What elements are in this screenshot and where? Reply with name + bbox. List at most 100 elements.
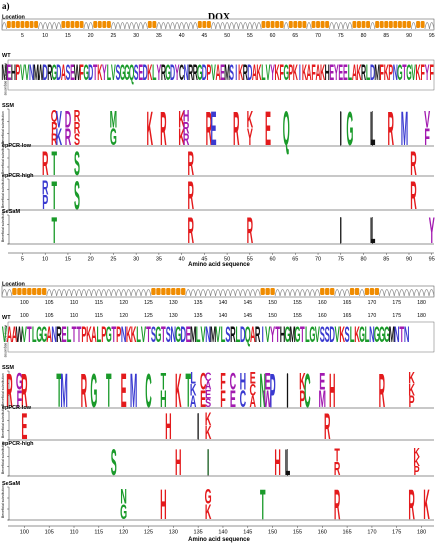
helix-segment [288,21,293,28]
logo-letter: R [206,102,212,156]
wt-residue: H [11,60,16,86]
coil-segment [344,289,350,297]
wt-residue: L [152,60,156,86]
logo-letter: C [200,367,206,395]
coil-segment [423,289,430,297]
logo-letter: K [413,456,420,470]
helix-segment [402,21,407,28]
wt-residue: D [43,60,48,86]
wt-residue: G [41,322,47,347]
wt-residue: D [370,60,375,86]
coil-segment [333,22,339,30]
wt-residue: E [329,60,334,86]
helix-segment [206,21,211,28]
logo-letter: K [408,369,415,388]
wt-residue: A [315,60,320,86]
coil-segment [51,22,57,30]
wt-residue: G [155,322,161,347]
coil-segment [242,22,248,30]
wt-residue: V [141,322,147,347]
helix-segment [152,21,157,28]
track-label-sesam: SeSaM [2,209,20,215]
wt-tick-label: 115 [95,313,103,319]
wt-tick-label: 175 [392,313,401,319]
x-tick-label: 55 [247,257,253,263]
wt-residue: E [220,60,225,86]
logo-letter: V [56,105,62,133]
wt-residue: W [74,60,81,86]
x-tick-label: 135 [194,530,203,536]
coil-segment [418,289,425,297]
logo-letter: V [424,105,430,133]
wt-residue: K [354,322,360,347]
logo-letter: S [111,441,117,484]
location-track [1,18,435,31]
coil-segment [369,22,376,30]
location-tick-label: 115 [95,300,103,306]
logo-letter: N [120,485,126,508]
location-tick-label: 15 [65,33,71,39]
coil-segment [81,289,87,297]
logo-letter: G [120,501,127,524]
helix-segment [325,21,330,28]
wt-residue: A [61,60,66,86]
wt-residue: L [365,322,370,347]
helix-segment [311,21,316,28]
coil-segment [309,289,316,297]
wt-label: WT [2,53,11,59]
x-tick-label: 30 [133,257,139,263]
logo-letter: E [230,384,236,412]
helix-segment [407,21,411,28]
coil-segment [156,22,162,30]
wt-residue: R [56,322,62,347]
wt-residue: S [225,322,230,347]
logo-letter: M [110,105,117,133]
logo-letter: A [190,392,197,411]
track-ylabel-text: Beneficial substitution [1,111,5,144]
wt-tick-label: 105 [45,313,54,319]
logo-letter: T [52,145,58,183]
wt-residue: S [151,322,156,347]
logo-letter: C [250,380,257,399]
helix-segment [70,21,75,28]
helix-segment [181,288,186,295]
helix-segment [171,288,176,295]
wt-residue: G [83,60,89,86]
x-tick-label: 140 [218,530,227,536]
wt-residue: M [224,60,230,86]
logo-letter: E [200,384,206,412]
logo-letter: R [74,107,81,126]
coil-segment [413,289,420,297]
logo-letter: H [175,441,181,484]
coil-segment [130,289,137,297]
wt-residue: G [406,60,412,86]
wt-residue: R [188,60,193,86]
wt-residue: G [379,322,385,347]
wt-residue: Q [245,322,251,347]
coil-segment [110,22,117,30]
wt-residue: D [180,322,186,347]
location-tick-label: 25 [111,33,117,39]
wt-residue: G [165,60,171,86]
helix-segment [97,21,102,28]
coil-segment [219,22,226,30]
coil-segment [283,22,289,30]
x-tick-label: 100 [20,530,29,536]
coil-segment [160,22,167,30]
wt-tick-label: 155 [293,313,302,319]
coil-segment [424,22,430,30]
wt-residue: F [420,60,424,86]
coil-segment [249,289,256,297]
coil-segment [329,22,335,30]
helix-segment [293,21,298,28]
logo-letter: N [259,364,265,418]
x-tick-label: 180 [417,530,426,536]
wt-residue: P [16,60,21,86]
wt-residue: M [389,322,395,347]
helix-segment [302,21,307,28]
wt-residue: K [320,60,325,86]
logo-letter: E [265,367,271,395]
track-ylabel: Beneficial substitution [1,405,5,438]
helix-segment [420,21,425,28]
